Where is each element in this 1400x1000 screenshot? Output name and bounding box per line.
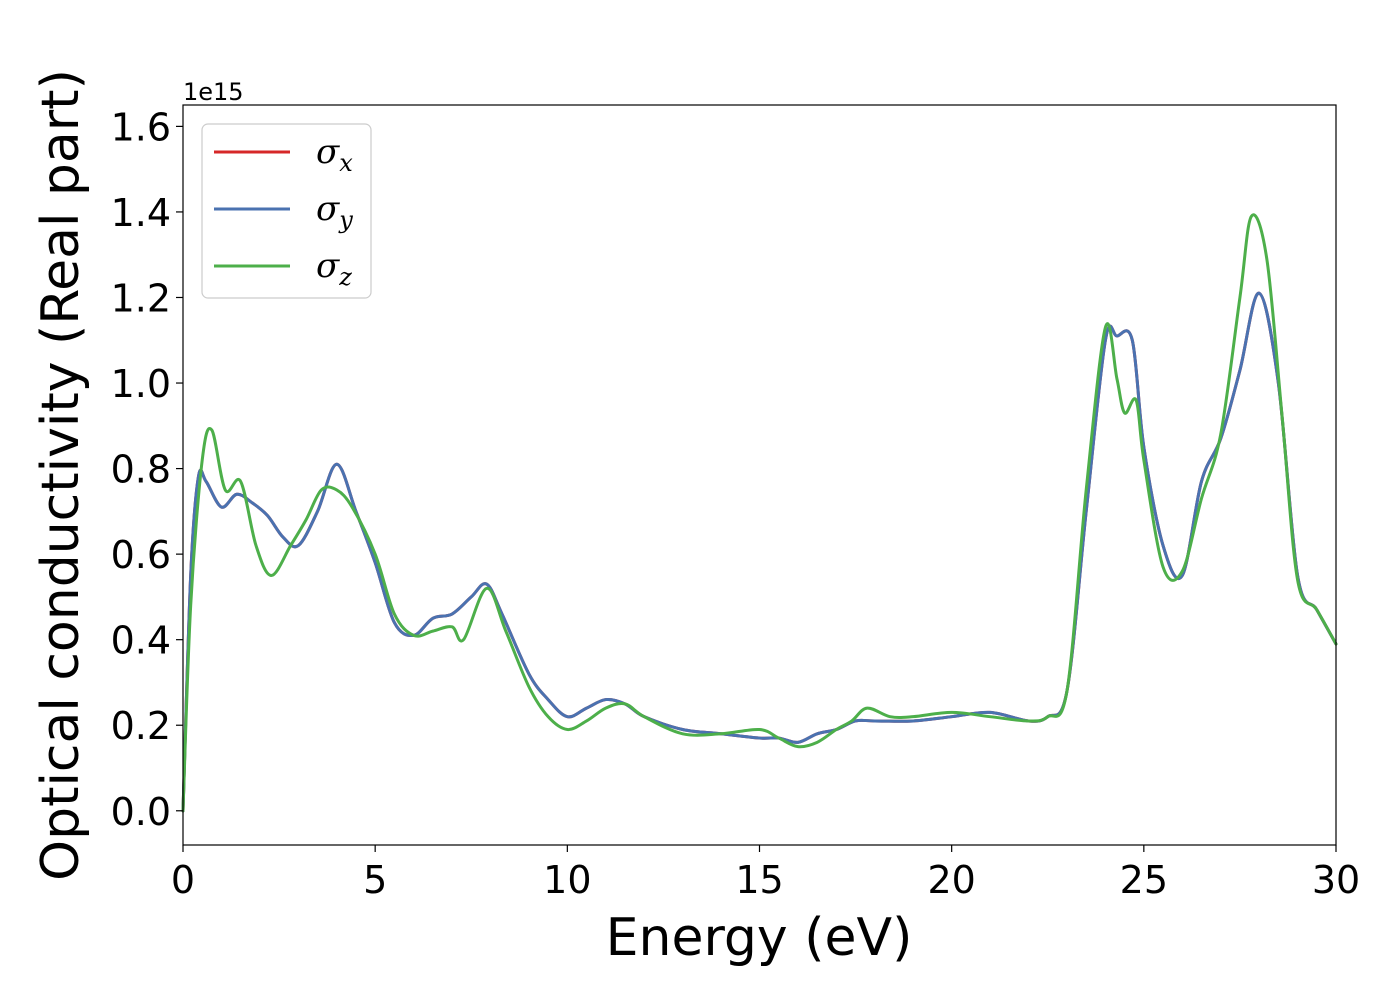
y-tick-label: 1.0 — [111, 362, 171, 406]
y-offset-label: 1e15 — [183, 78, 244, 106]
series-line-sigma-y — [181, 291, 1338, 813]
x-tick-label: 5 — [363, 858, 387, 902]
y-tick-label: 0.8 — [111, 448, 171, 492]
x-tick-label: 20 — [927, 858, 975, 902]
plot-background — [183, 105, 1336, 845]
x-tick-label: 15 — [735, 858, 783, 902]
y-tick-label: 1.6 — [111, 105, 171, 149]
y-tick-label: 1.4 — [111, 191, 171, 235]
y-tick-label: 0.0 — [111, 790, 171, 834]
x-axis-ticks: 0 5 10 15 20 25 30 — [171, 845, 1360, 902]
x-tick-label: 0 — [171, 858, 195, 902]
legend-box — [201, 123, 372, 299]
legend-label-sigma-y: σy — [316, 189, 353, 234]
y-axis-title: Optical conductivity (Real part) — [31, 69, 91, 881]
y-tick-label: 0.6 — [111, 533, 171, 577]
y-tick-label: 0.4 — [111, 619, 171, 663]
x-tick-label: 25 — [1120, 858, 1168, 902]
y-tick-label: 0.2 — [111, 704, 171, 748]
x-tick-label: 30 — [1312, 858, 1360, 902]
y-axis-ticks: 0.0 0.2 0.4 0.6 0.8 1.0 1.2 1.4 1.6 — [111, 105, 183, 834]
x-axis-title: Energy (eV) — [606, 908, 913, 968]
x-tick-label: 10 — [543, 858, 591, 902]
series-layer — [181, 213, 1338, 813]
series-line-sigma-z — [181, 213, 1338, 813]
y-tick-label: 1.2 — [111, 276, 171, 320]
